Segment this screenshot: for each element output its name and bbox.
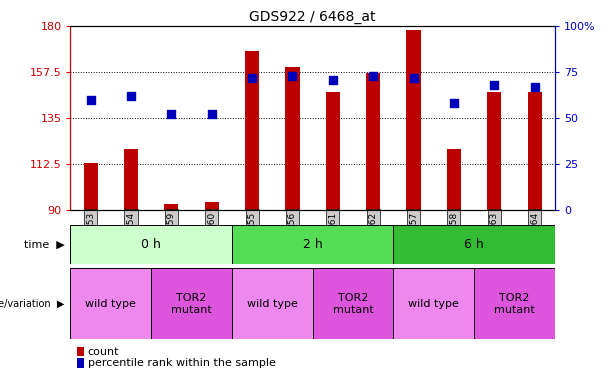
Point [247, 75, 257, 81]
Bar [83, 163, 97, 210]
Bar [313, 268, 394, 339]
Text: wild type: wild type [408, 299, 459, 309]
Point [207, 111, 216, 117]
Bar [124, 149, 138, 210]
Bar [394, 225, 555, 264]
Bar [474, 268, 555, 339]
Point [449, 100, 459, 106]
Bar [151, 268, 232, 339]
Text: time  ▶: time ▶ [24, 240, 64, 250]
Text: TOR2
mutant: TOR2 mutant [171, 293, 212, 315]
Bar [245, 51, 259, 210]
Text: 2 h: 2 h [303, 238, 322, 251]
Bar [394, 268, 474, 339]
Bar [164, 204, 178, 210]
Text: 6 h: 6 h [464, 238, 484, 251]
Bar [366, 73, 380, 210]
Point [368, 73, 378, 79]
Point [86, 97, 96, 103]
Text: wild type: wild type [247, 299, 298, 309]
Text: count: count [88, 346, 119, 357]
Title: GDS922 / 6468_at: GDS922 / 6468_at [249, 10, 376, 24]
Bar [232, 268, 313, 339]
Text: TOR2
mutant: TOR2 mutant [494, 293, 535, 315]
Bar [447, 149, 461, 210]
Point [167, 111, 177, 117]
Text: TOR2
mutant: TOR2 mutant [333, 293, 373, 315]
Text: genotype/variation  ▶: genotype/variation ▶ [0, 299, 64, 309]
Point [328, 76, 338, 82]
Text: 0 h: 0 h [141, 238, 161, 251]
Point [287, 73, 297, 79]
Bar [487, 92, 501, 210]
Point [489, 82, 499, 88]
Bar [326, 92, 340, 210]
Text: percentile rank within the sample: percentile rank within the sample [88, 358, 275, 368]
Point [530, 84, 539, 90]
Bar [70, 268, 151, 339]
Point [409, 75, 419, 81]
Bar [232, 225, 394, 264]
Bar [286, 67, 300, 210]
Point [126, 93, 136, 99]
Bar [205, 202, 219, 210]
Bar [70, 225, 232, 264]
Text: wild type: wild type [85, 299, 136, 309]
Bar [406, 30, 421, 210]
Bar [528, 92, 542, 210]
